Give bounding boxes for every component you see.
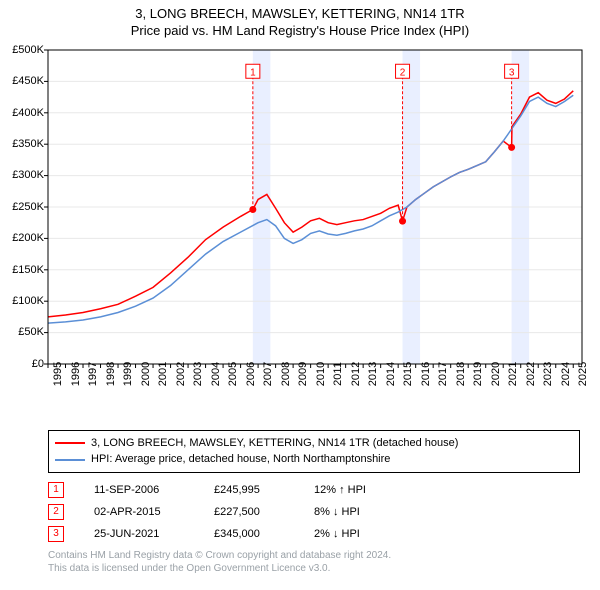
y-tick-label: £150K [12, 264, 44, 276]
x-tick-label: 2025 [577, 362, 589, 386]
chart-container: 3, LONG BREECH, MAWSLEY, KETTERING, NN14… [0, 0, 600, 575]
title-subtitle: Price paid vs. HM Land Registry's House … [0, 23, 600, 40]
x-tick-label: 2021 [507, 362, 519, 386]
x-tick-label: 2016 [420, 362, 432, 386]
x-tick-label: 2002 [175, 362, 187, 386]
x-tick-label: 2005 [227, 362, 239, 386]
x-tick-label: 2006 [245, 362, 257, 386]
x-tick-label: 1999 [122, 362, 134, 386]
sale-date: 11-SEP-2006 [94, 484, 184, 496]
x-tick-label: 2017 [437, 362, 449, 386]
svg-text:1: 1 [250, 67, 256, 78]
x-tick-label: 2019 [472, 362, 484, 386]
x-tick-label: 2009 [297, 362, 309, 386]
y-tick-label: £350K [12, 138, 44, 150]
x-tick-label: 2011 [332, 362, 344, 386]
sale-date: 25-JUN-2021 [94, 528, 184, 540]
x-tick-label: 2020 [490, 362, 502, 386]
attribution-line2: This data is licensed under the Open Gov… [48, 562, 580, 575]
sale-price: £227,500 [214, 506, 284, 518]
x-tick-label: 1995 [52, 362, 64, 386]
x-tick-label: 2023 [542, 362, 554, 386]
sale-row: 2 02-APR-2015 £227,500 8% ↓ HPI [48, 501, 580, 523]
y-tick-label: £50K [18, 326, 44, 338]
x-tick-label: 2013 [367, 362, 379, 386]
x-tick-label: 2007 [262, 362, 274, 386]
x-tick-label: 2000 [140, 362, 152, 386]
sale-price: £345,000 [214, 528, 284, 540]
title-address: 3, LONG BREECH, MAWSLEY, KETTERING, NN14… [0, 6, 600, 23]
sale-marker: 2 [48, 504, 64, 520]
y-tick-label: £100K [12, 295, 44, 307]
y-tick-label: £450K [12, 75, 44, 87]
legend: 3, LONG BREECH, MAWSLEY, KETTERING, NN14… [48, 430, 580, 473]
sale-diff: 2% ↓ HPI [314, 528, 404, 540]
legend-label-hpi: HPI: Average price, detached house, Nort… [91, 451, 390, 468]
sale-marker: 3 [48, 526, 64, 542]
y-tick-label: £200K [12, 232, 44, 244]
x-tick-label: 2008 [280, 362, 292, 386]
legend-row-price: 3, LONG BREECH, MAWSLEY, KETTERING, NN14… [55, 435, 573, 452]
legend-swatch-price [55, 442, 85, 444]
legend-label-price: 3, LONG BREECH, MAWSLEY, KETTERING, NN14… [91, 435, 458, 452]
x-tick-label: 1997 [87, 362, 99, 386]
sale-price: £245,995 [214, 484, 284, 496]
sale-row: 1 11-SEP-2006 £245,995 12% ↑ HPI [48, 479, 580, 501]
svg-text:2: 2 [400, 67, 406, 78]
y-tick-label: £500K [12, 44, 44, 56]
legend-row-hpi: HPI: Average price, detached house, Nort… [55, 451, 573, 468]
x-tick-label: 2010 [315, 362, 327, 386]
y-tick-label: £300K [12, 169, 44, 181]
attribution-line1: Contains HM Land Registry data © Crown c… [48, 549, 580, 562]
sale-row: 3 25-JUN-2021 £345,000 2% ↓ HPI [48, 523, 580, 545]
x-tick-label: 2003 [192, 362, 204, 386]
y-tick-label: £0 [32, 358, 44, 370]
x-tick-label: 2024 [560, 362, 572, 386]
title-block: 3, LONG BREECH, MAWSLEY, KETTERING, NN14… [0, 0, 600, 44]
x-tick-label: 2018 [455, 362, 467, 386]
legend-swatch-hpi [55, 459, 85, 461]
sale-date: 02-APR-2015 [94, 506, 184, 518]
svg-text:3: 3 [509, 67, 515, 78]
x-tick-label: 2004 [210, 362, 222, 386]
attribution: Contains HM Land Registry data © Crown c… [48, 549, 580, 575]
x-tick-label: 2015 [402, 362, 414, 386]
x-tick-label: 2012 [350, 362, 362, 386]
sale-diff: 12% ↑ HPI [314, 484, 404, 496]
sale-diff: 8% ↓ HPI [314, 506, 404, 518]
x-tick-label: 2014 [385, 362, 397, 386]
x-tick-label: 2022 [525, 362, 537, 386]
y-tick-label: £250K [12, 201, 44, 213]
chart-area: 1 2 3 £0 £50K £100K £150K £200K £250K £300K £350K… [0, 44, 600, 424]
x-tick-label: 1998 [105, 362, 117, 386]
x-tick-label: 2001 [157, 362, 169, 386]
x-tick-label: 1996 [70, 362, 82, 386]
sale-marker: 1 [48, 482, 64, 498]
sales-table: 1 11-SEP-2006 £245,995 12% ↑ HPI 2 02-APR-201… [48, 479, 580, 545]
y-tick-label: £400K [12, 107, 44, 119]
